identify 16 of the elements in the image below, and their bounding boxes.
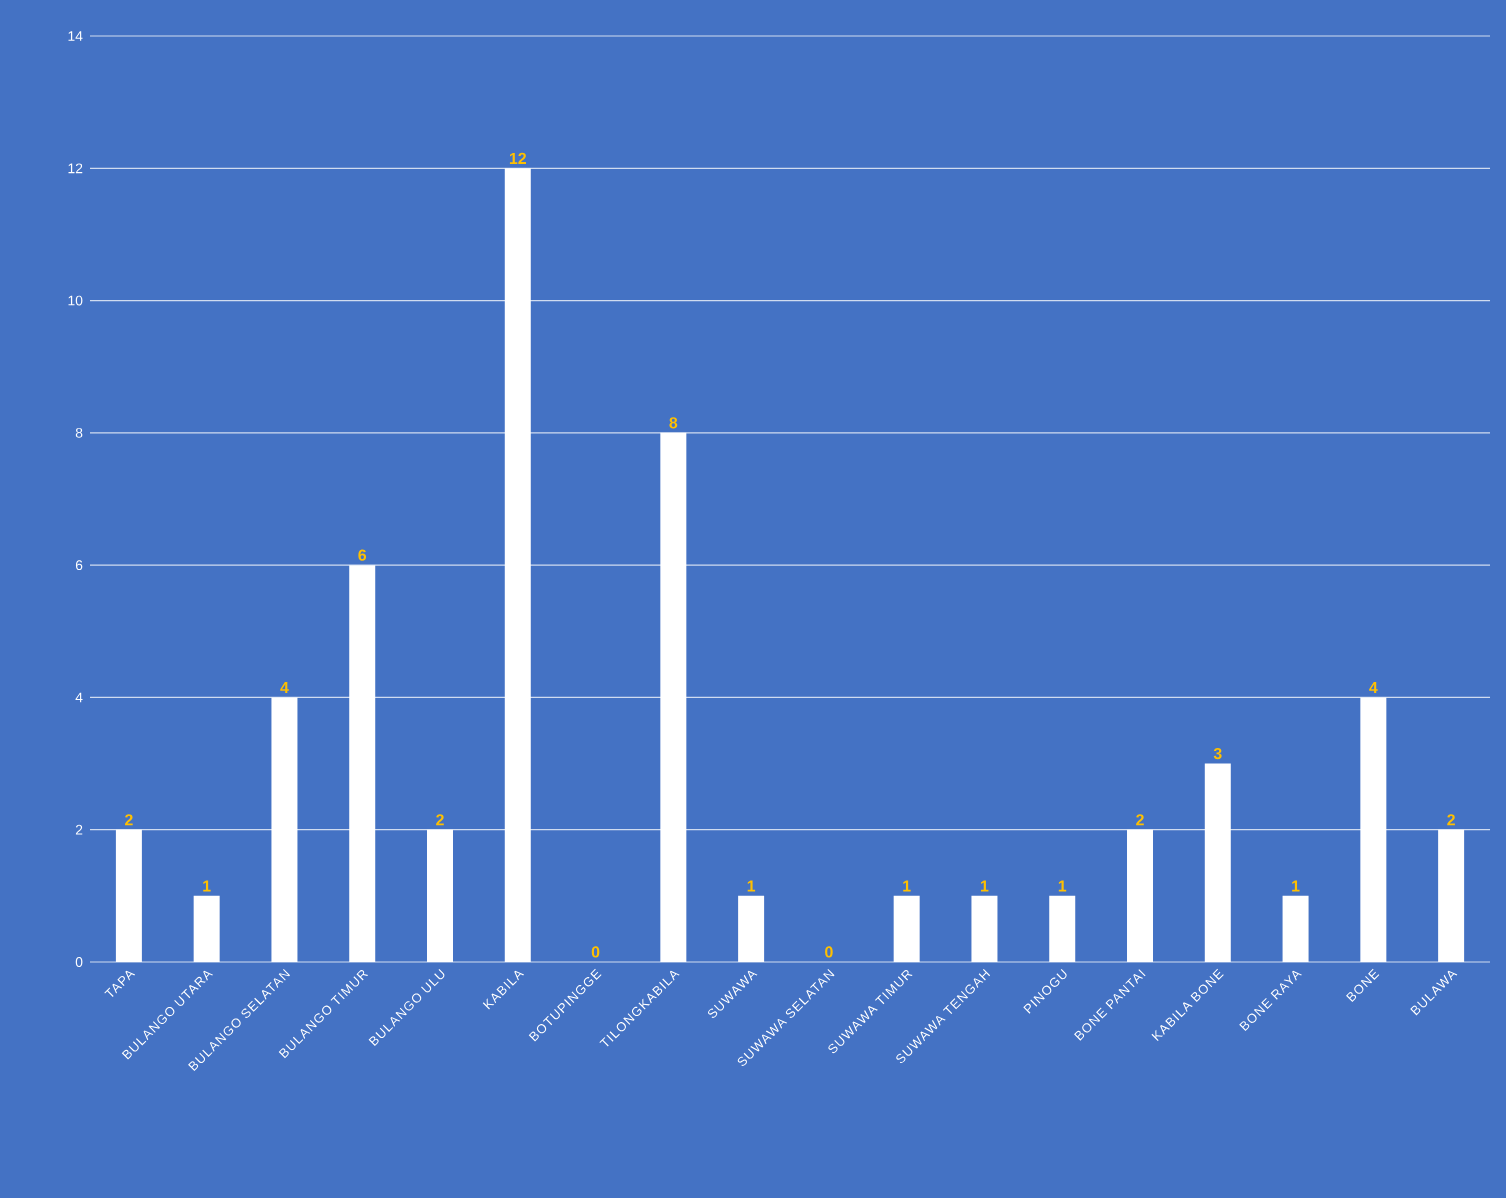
bar [1204,763,1231,962]
bar [349,565,376,962]
bar [1360,697,1387,962]
bar [115,829,142,962]
bar [504,168,531,962]
bar [1127,829,1154,962]
bar [427,829,453,962]
bar [1049,895,1076,962]
bar [660,432,687,962]
bar [893,895,920,962]
bar [1438,829,1465,962]
bar [193,895,220,962]
bar [271,697,298,962]
bar [1282,895,1309,962]
bar [738,895,765,962]
bar [971,895,998,962]
